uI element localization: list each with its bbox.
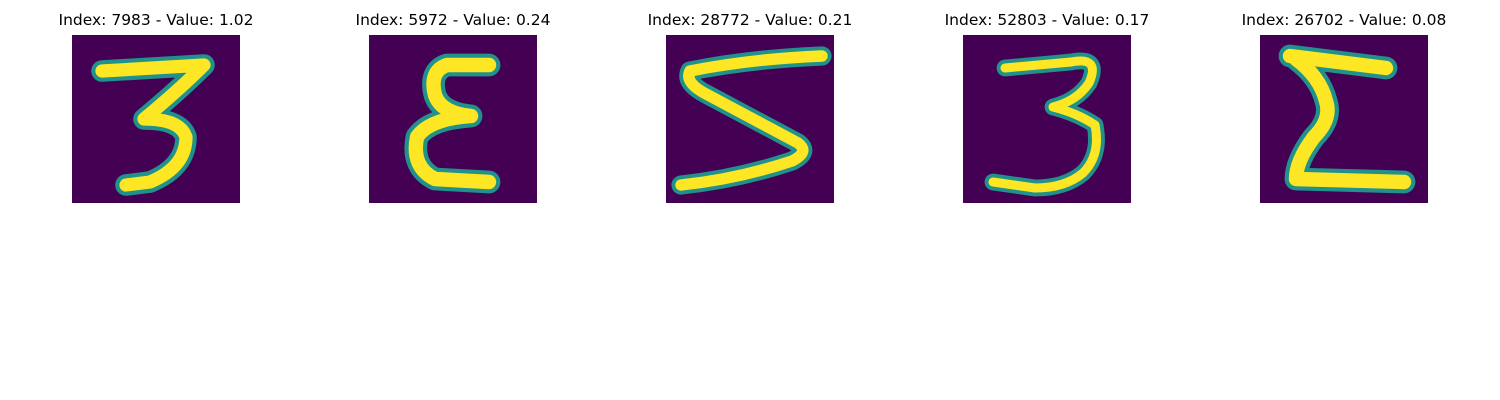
digit-image-1 — [72, 35, 240, 203]
panel-1: Index: 7983 - Value: 1.02 — [6, 0, 306, 205]
digit-image-5 — [1260, 35, 1428, 203]
panel-5: Index: 26702 - Value: 0.08 — [1194, 0, 1494, 205]
panel-5-title: Index: 26702 - Value: 0.08 — [1194, 11, 1494, 29]
panel-3-title: Index: 28772 - Value: 0.21 — [600, 11, 900, 29]
panel-2: Index: 5972 - Value: 0.24 — [303, 0, 603, 205]
panel-2-title: Index: 5972 - Value: 0.24 — [303, 11, 603, 29]
digit-image-3 — [666, 35, 834, 203]
panel-4: Index: 52803 - Value: 0.17 — [897, 0, 1197, 205]
digit-image-2 — [369, 35, 537, 203]
panel-3: Index: 28772 - Value: 0.21 — [600, 0, 900, 205]
panel-1-title: Index: 7983 - Value: 1.02 — [6, 11, 306, 29]
panel-4-title: Index: 52803 - Value: 0.17 — [897, 11, 1197, 29]
digit-image-4 — [963, 35, 1131, 203]
